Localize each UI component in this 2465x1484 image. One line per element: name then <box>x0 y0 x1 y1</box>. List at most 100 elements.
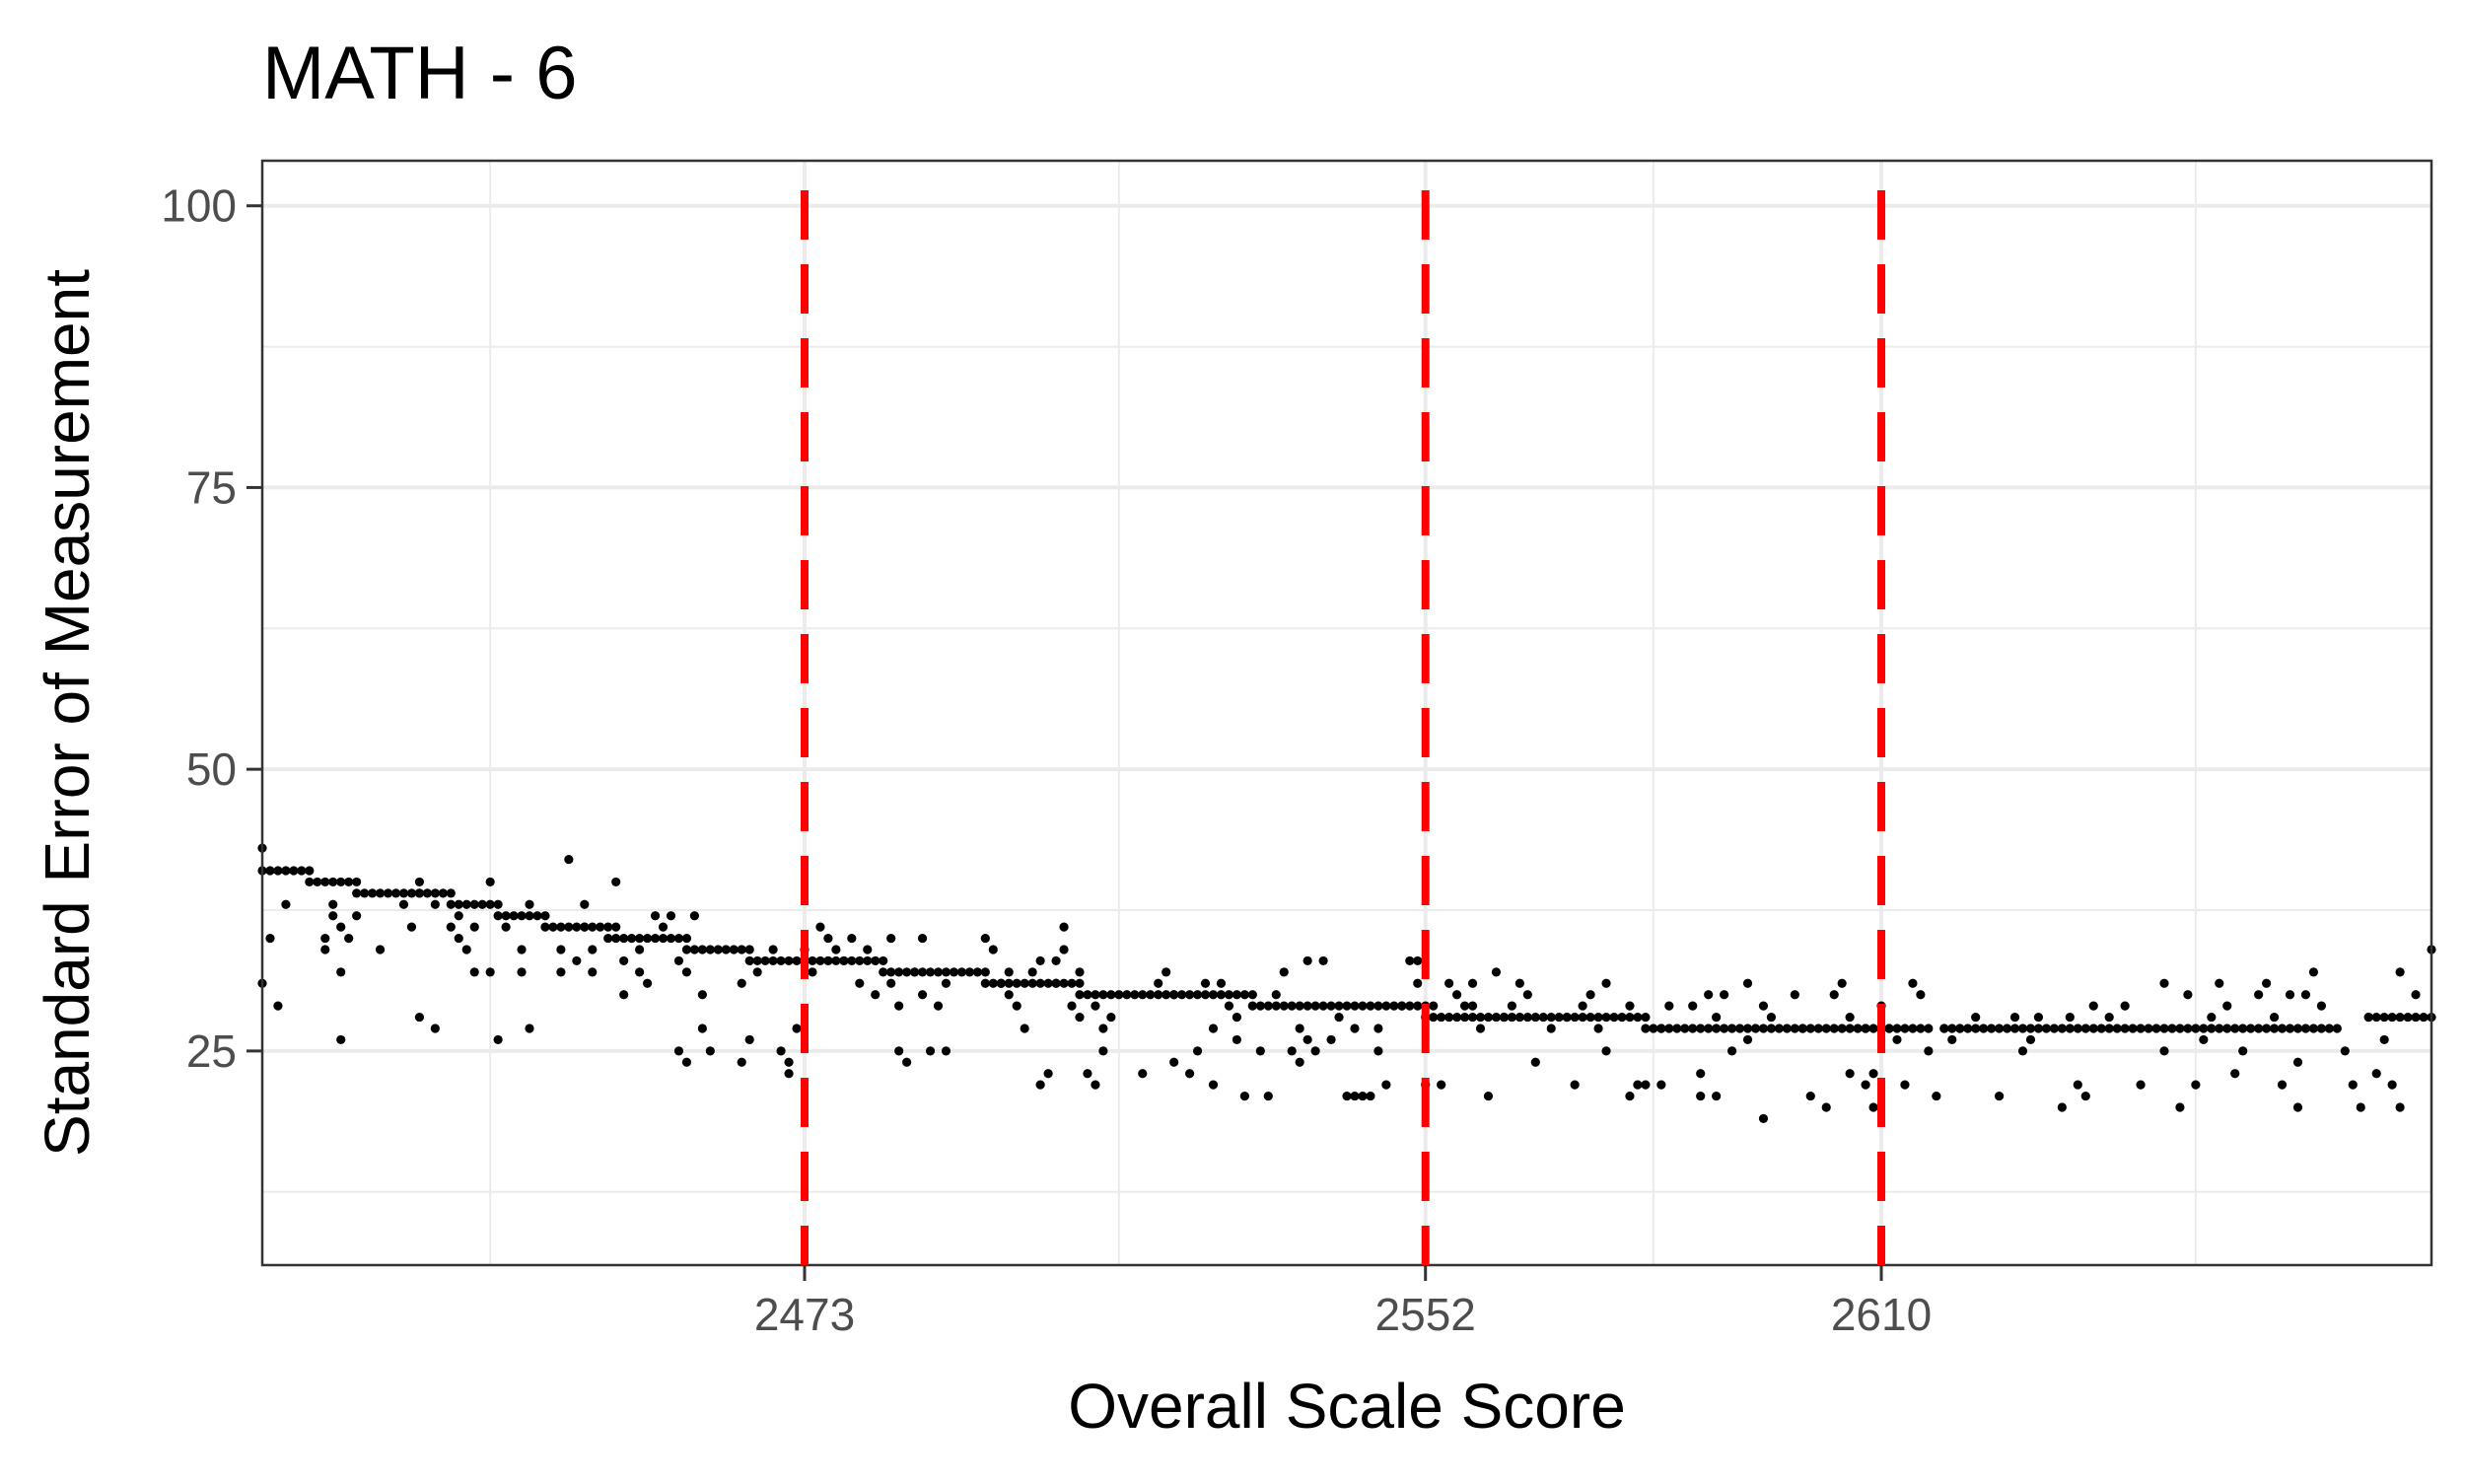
data-point <box>2025 1034 2036 1045</box>
data-point <box>532 911 542 921</box>
data-point <box>2387 1080 2397 1090</box>
data-point <box>2073 1080 2082 1090</box>
data-point <box>784 1057 794 1067</box>
data-point <box>863 945 873 954</box>
data-point <box>1200 978 1211 988</box>
data-point <box>485 967 495 977</box>
data-point <box>1373 1024 1383 1033</box>
data-point <box>1924 1024 1934 1033</box>
data-point <box>485 899 495 909</box>
data-point <box>525 1024 534 1033</box>
data-point <box>430 888 440 898</box>
data-point <box>461 899 471 909</box>
data-point <box>886 967 896 977</box>
data-point <box>713 945 723 954</box>
data-point <box>2080 1091 2090 1101</box>
data-point <box>902 967 912 977</box>
data-point <box>344 877 354 887</box>
data-point <box>1334 1012 1344 1023</box>
data-point <box>941 978 951 988</box>
data-point <box>886 978 896 988</box>
data-point <box>1758 1001 1769 1011</box>
data-point <box>2080 1024 2090 1033</box>
data-point <box>2191 1080 2201 1090</box>
data-point <box>2395 967 2405 977</box>
data-point <box>1538 1012 1548 1023</box>
data-point <box>1429 1001 1439 1011</box>
data-point <box>2175 1102 2185 1112</box>
data-point <box>1554 1012 1564 1023</box>
data-point <box>1491 967 1502 977</box>
data-point <box>1059 922 1069 932</box>
data-point <box>469 922 479 932</box>
data-point <box>1295 1024 1304 1033</box>
data-point <box>729 945 739 954</box>
data-point <box>2316 1024 2327 1033</box>
data-point <box>2371 1012 2381 1023</box>
data-point <box>1303 1001 1312 1011</box>
data-point <box>469 967 479 977</box>
data-point <box>1916 990 1926 1000</box>
data-point <box>1020 1024 1029 1033</box>
data-point <box>2300 990 2311 1000</box>
data-point <box>1963 1024 1973 1033</box>
data-point <box>2316 1001 2327 1011</box>
data-point <box>1043 978 1053 988</box>
data-point <box>1853 1024 1863 1033</box>
data-point <box>642 933 653 944</box>
data-point <box>1232 990 1242 1000</box>
data-point <box>1688 1001 1698 1011</box>
data-point <box>1742 1034 1753 1045</box>
data-point <box>705 945 715 954</box>
data-point <box>2199 1024 2209 1033</box>
data-point <box>768 945 778 954</box>
data-point <box>1625 1091 1635 1101</box>
data-point <box>1192 990 1203 1000</box>
data-point <box>320 945 330 954</box>
data-point <box>2308 1024 2319 1033</box>
data-point <box>517 945 527 954</box>
data-point <box>1310 1046 1320 1056</box>
data-point <box>1704 1024 1714 1033</box>
data-point <box>2159 1024 2169 1033</box>
data-point <box>556 967 566 977</box>
data-point <box>1947 1024 1957 1033</box>
data-point <box>2222 1001 2232 1011</box>
data-point <box>1633 1080 1643 1090</box>
data-point <box>414 1012 425 1023</box>
data-point <box>540 922 550 932</box>
data-point <box>1130 990 1140 1000</box>
data-point <box>1027 967 1037 977</box>
data-point <box>1444 978 1454 988</box>
data-point <box>564 922 574 932</box>
data-point <box>1625 1001 1635 1011</box>
data-point <box>1083 1069 1092 1079</box>
data-point <box>2411 990 2421 1000</box>
data-point <box>744 945 754 954</box>
data-point <box>658 933 669 944</box>
data-point <box>1924 1046 1934 1056</box>
data-point <box>2057 1024 2067 1033</box>
data-point <box>2096 1024 2106 1033</box>
data-point <box>1955 1024 1965 1033</box>
data-point <box>485 877 495 887</box>
data-point <box>917 990 928 1000</box>
data-point <box>705 1046 715 1056</box>
data-point <box>1562 1012 1572 1023</box>
data-point <box>2009 1024 2020 1033</box>
data-point <box>406 888 417 898</box>
data-point <box>2049 1024 2059 1033</box>
data-point <box>2033 1024 2044 1033</box>
data-point <box>689 911 700 921</box>
data-point <box>2222 1024 2232 1033</box>
data-point <box>666 933 676 944</box>
data-point <box>344 933 354 944</box>
data-point <box>1868 1102 1878 1112</box>
axes: 25 50 75 100 2473 2552 2610 <box>161 180 1932 1340</box>
data-point <box>1208 990 1219 1000</box>
data-point <box>1467 978 1478 988</box>
data-point <box>1208 1024 1219 1033</box>
data-point <box>1475 1024 1486 1033</box>
data-point <box>1475 1012 1486 1023</box>
data-point <box>1451 990 1462 1000</box>
